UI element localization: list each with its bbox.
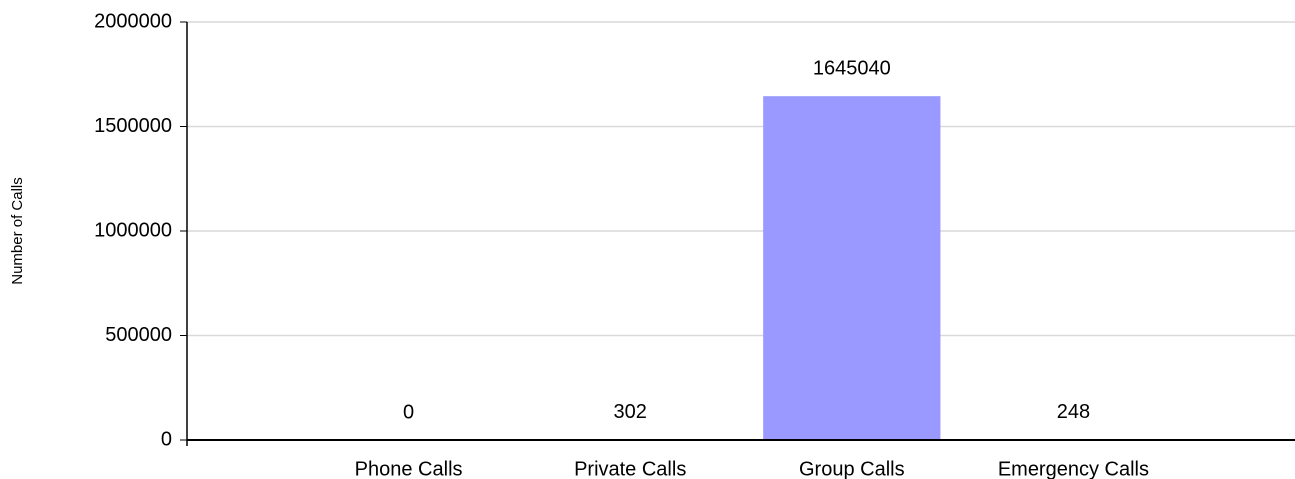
y-tick-label: 1500000 xyxy=(94,115,172,137)
value-label: 302 xyxy=(614,401,647,423)
y-tick-label: 1000000 xyxy=(94,219,172,241)
y-tick-label: 0 xyxy=(161,428,172,450)
value-label: 1645040 xyxy=(813,57,891,79)
value-label: 0 xyxy=(403,401,414,423)
x-tick-label: Private Calls xyxy=(574,458,686,479)
value-label: 248 xyxy=(1057,401,1090,423)
y-tick-label: 500000 xyxy=(105,324,172,346)
y-axis-label: Number of Calls xyxy=(9,177,26,285)
x-tick-label: Emergency Calls xyxy=(998,458,1149,479)
x-tick-label: Group Calls xyxy=(799,458,905,479)
y-tick-label: 2000000 xyxy=(94,10,172,32)
x-tick-label: Phone Calls xyxy=(355,458,463,479)
bar xyxy=(763,96,941,440)
